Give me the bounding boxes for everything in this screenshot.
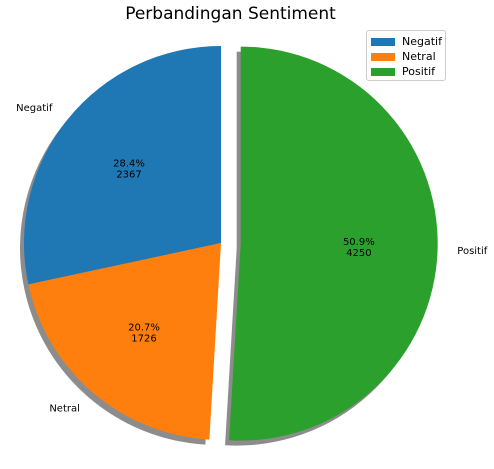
slice-label-negatif: Negatif <box>16 103 53 114</box>
pie-slice-negatif <box>24 46 222 285</box>
legend-label: Negatif <box>402 35 442 48</box>
legend: Negatif Netral Positif <box>366 30 446 81</box>
legend-item-positif: Positif <box>371 64 441 79</box>
pie-slice-netral <box>28 243 221 440</box>
pie-slice-positif <box>229 46 438 441</box>
slice-value-label-positif: 50.9% 4250 <box>343 237 375 259</box>
chart-title: Perbandingan Sentiment <box>125 4 336 24</box>
slice-label-netral: Netral <box>49 403 80 414</box>
legend-label: Netral <box>402 50 436 63</box>
legend-swatch <box>371 37 395 46</box>
legend-swatch <box>371 67 395 76</box>
slice-label-positif: Positif <box>457 246 487 257</box>
legend-label: Positif <box>402 65 435 78</box>
legend-swatch <box>371 52 395 61</box>
slice-value-label-netral: 20.7% 1726 <box>128 323 160 345</box>
slice-value-label-negatif: 28.4% 2367 <box>113 159 145 181</box>
legend-item-netral: Netral <box>371 49 441 64</box>
legend-item-negatif: Negatif <box>371 34 442 49</box>
